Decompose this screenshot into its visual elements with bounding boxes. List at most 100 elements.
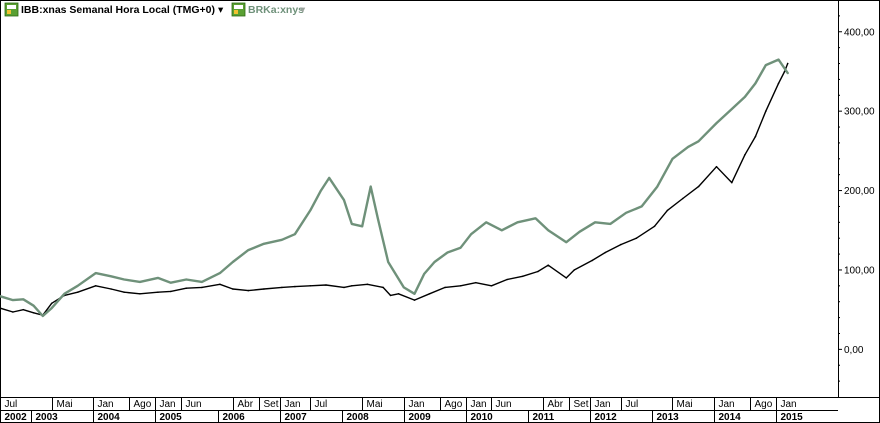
data-point	[76, 291, 79, 294]
x-year-label: 2007	[285, 412, 308, 423]
data-point	[475, 281, 477, 284]
data-point	[343, 199, 345, 201]
data-point	[609, 223, 612, 225]
data-point	[777, 82, 780, 85]
x-month-label: Jan	[160, 399, 176, 410]
series-line-ibb	[0, 62, 789, 316]
chevron-down-icon[interactable]: ▾	[218, 4, 224, 16]
data-point	[578, 231, 581, 233]
legend-item-secondary[interactable]: BRKa:xnys ▾	[231, 2, 306, 17]
data-point	[0, 307, 1, 309]
x-month-label: Abr	[548, 399, 564, 410]
x-axis[interactable]: Jul Mai Jan Ago Jan Jun Abr Set Jan Jul Mai Jan Ago J…	[0, 397, 804, 423]
legend: IBB:xnas Semanal Hora Local (TMG+0) ▾ BR…	[4, 2, 306, 17]
data-point	[63, 293, 66, 295]
legend-item-primary[interactable]: IBB:xnas Semanal Hora Local (TMG+0) ▾	[4, 2, 224, 17]
data-point	[490, 285, 493, 287]
data-point	[459, 246, 462, 249]
data-point	[139, 293, 141, 295]
data-point	[157, 277, 159, 279]
x-month-label: Set	[264, 399, 279, 410]
data-point	[521, 275, 524, 278]
data-point	[123, 291, 125, 294]
data-point	[565, 241, 568, 243]
data-point	[715, 122, 718, 124]
data-point	[232, 261, 234, 263]
data-point	[387, 261, 390, 263]
x-month-label: Abr	[238, 399, 254, 410]
y-axis[interactable]: 0,00 100,00 200,00 300,00 400,00	[838, 15, 875, 382]
x-year-label: 2003	[36, 412, 59, 423]
y-tick-label: 100,00	[844, 265, 875, 276]
data-point	[294, 233, 296, 235]
data-point	[682, 197, 684, 200]
x-month-label: Jan	[595, 399, 611, 410]
data-point	[170, 290, 172, 293]
data-point	[640, 205, 643, 208]
series-line-brka	[0, 58, 789, 318]
x-month-label: Set	[574, 399, 589, 410]
instrument-icon	[4, 2, 19, 17]
data-point	[671, 158, 674, 160]
data-point	[744, 154, 746, 156]
data-point	[219, 283, 221, 286]
data-point	[185, 278, 188, 281]
data-point	[470, 233, 472, 235]
data-point	[728, 110, 731, 112]
data-point	[50, 302, 53, 305]
x-month-label: Jan	[719, 399, 735, 410]
data-point	[433, 261, 436, 263]
y-tick-label: 200,00	[844, 186, 875, 197]
data-point	[219, 272, 221, 274]
x-month-label: Jan	[285, 399, 301, 410]
data-point	[777, 58, 780, 61]
data-point	[361, 225, 364, 228]
data-point	[754, 82, 757, 85]
chevron-down-icon[interactable]: ▾	[300, 4, 306, 16]
x-month-label: Jan	[98, 399, 114, 410]
data-point	[263, 243, 265, 245]
x-year-label: 2002	[5, 412, 28, 423]
data-point	[42, 315, 44, 317]
data-point	[309, 209, 312, 212]
x-month-label: Mai	[367, 399, 383, 410]
data-point	[786, 72, 789, 74]
x-month-label: Jul	[626, 399, 639, 410]
data-point	[547, 264, 549, 267]
data-point	[325, 284, 327, 286]
data-point	[697, 140, 700, 143]
data-point	[666, 209, 669, 212]
data-point	[185, 287, 188, 290]
x-year-label: 2011	[533, 412, 555, 423]
legend-label-primary: IBB:xnas Semanal Hora Local (TMG+0)	[21, 4, 215, 16]
data-point	[157, 291, 159, 294]
data-point	[731, 181, 733, 184]
data-point	[12, 311, 14, 313]
data-point	[656, 185, 659, 188]
data-point	[428, 293, 431, 295]
data-point	[446, 251, 449, 254]
data-point	[110, 288, 112, 290]
data-point	[50, 307, 53, 309]
data-point	[281, 286, 283, 289]
data-point	[516, 221, 519, 224]
x-month-label: Jan	[409, 399, 425, 410]
x-month-label: Ago	[755, 399, 773, 410]
y-tick-label: 300,00	[844, 107, 875, 118]
instrument-icon	[231, 2, 246, 17]
data-point	[653, 225, 656, 228]
x-month-label: Ago	[445, 399, 463, 410]
data-point	[397, 293, 400, 295]
data-point	[328, 177, 331, 179]
data-point	[697, 185, 700, 188]
data-point	[32, 304, 35, 307]
data-point	[201, 281, 203, 283]
data-point	[625, 212, 627, 214]
series-layer	[0, 58, 789, 318]
x-year-label: 2015	[781, 412, 804, 423]
x-year-label: 2004	[98, 412, 121, 423]
data-point	[343, 286, 345, 289]
data-point	[22, 298, 25, 301]
x-month-label: Mai	[677, 399, 693, 410]
